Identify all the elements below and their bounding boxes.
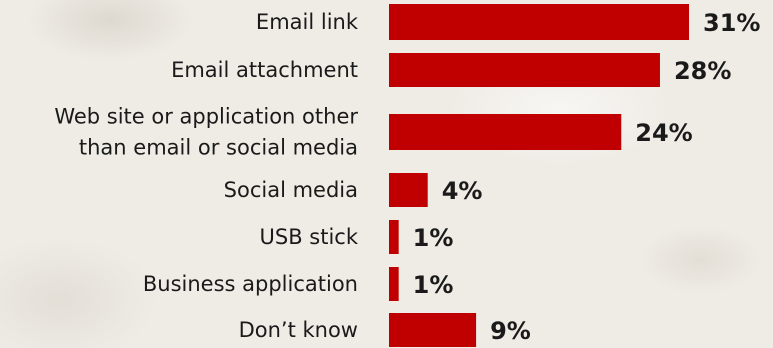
category-label-1: Email attachment [171,58,358,82]
category-label-5: Business application [143,272,358,296]
category-label-3: Social media [224,178,358,202]
value-label-5: 1% [413,271,454,299]
bar-1 [389,53,660,87]
category-label-4: USB stick [260,225,359,249]
category-label-2: Web site or application other than email … [54,105,358,160]
bar-5 [389,267,399,301]
value-label-3: 4% [442,177,483,205]
value-label-2: 24% [635,119,692,147]
value-label-4: 1% [413,224,454,252]
bar-4 [389,220,399,254]
category-label-6: Don’t know [239,318,358,342]
bar-2 [389,114,622,150]
value-label-0: 31% [703,9,760,37]
category-label-0: Email link [256,10,359,34]
value-label-1: 28% [674,57,731,85]
bar-3 [389,173,428,207]
bar-0 [389,4,689,40]
value-label-6: 9% [490,317,531,345]
bar-6 [389,313,477,347]
